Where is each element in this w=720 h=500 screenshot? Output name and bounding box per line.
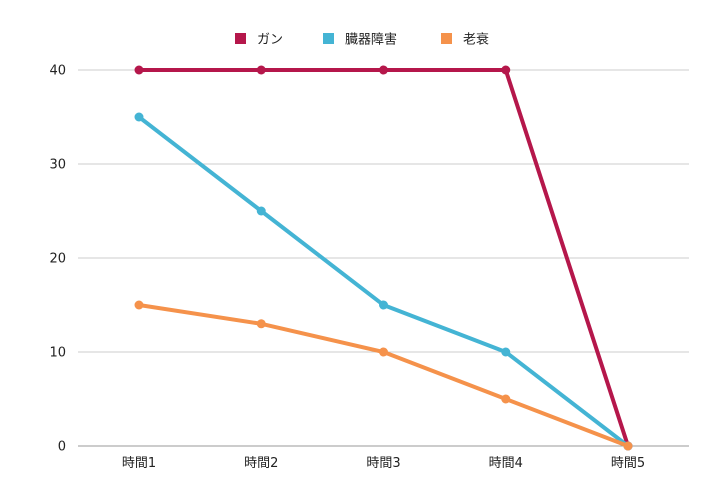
legend-swatch	[235, 33, 246, 44]
legend-item: 老衰	[441, 32, 489, 48]
y-tick-label: 0	[58, 440, 66, 455]
x-tick-label: 時間2	[244, 456, 278, 471]
legend-swatch	[323, 33, 334, 44]
x-axis-ticks: 時間1 時間2 時間3 時間4 時間5	[122, 456, 645, 471]
data-point	[256, 206, 266, 216]
x-tick-label: 時間5	[611, 456, 645, 471]
series-line	[137, 303, 630, 448]
series-line	[137, 115, 630, 448]
legend-label: 臓器障害	[345, 32, 397, 48]
data-point	[256, 65, 266, 75]
data-point	[379, 300, 388, 310]
y-tick-label: 30	[49, 158, 66, 173]
legend-label: ガン	[257, 33, 283, 48]
data-point	[379, 347, 388, 357]
data-point	[623, 441, 633, 451]
y-axis-ticks: 0 10 20 30 40	[49, 64, 66, 455]
data-point	[134, 112, 144, 122]
y-tick-label: 40	[49, 64, 66, 79]
y-tick-label: 20	[49, 252, 66, 267]
x-tick-label: 時間3	[366, 456, 400, 471]
data-point	[256, 319, 266, 329]
x-tick-label: 時間1	[122, 456, 156, 471]
legend: ガン 臓器障害 老衰	[235, 32, 489, 48]
x-tick-label: 時間4	[489, 456, 523, 471]
legend-item: 臓器障害	[323, 32, 397, 48]
legend-label: 老衰	[463, 32, 489, 48]
data-point	[501, 65, 511, 75]
y-tick-label: 10	[49, 346, 66, 361]
legend-item: ガン	[235, 33, 283, 48]
gridlines	[78, 69, 689, 447]
series-1	[134, 112, 633, 451]
data-point	[379, 65, 388, 75]
legend-swatch	[441, 33, 452, 44]
data-point	[501, 347, 511, 357]
data-point	[134, 65, 144, 75]
data-point	[501, 394, 511, 404]
data-point	[134, 300, 144, 310]
series-2	[134, 300, 633, 451]
series-group	[134, 65, 633, 451]
